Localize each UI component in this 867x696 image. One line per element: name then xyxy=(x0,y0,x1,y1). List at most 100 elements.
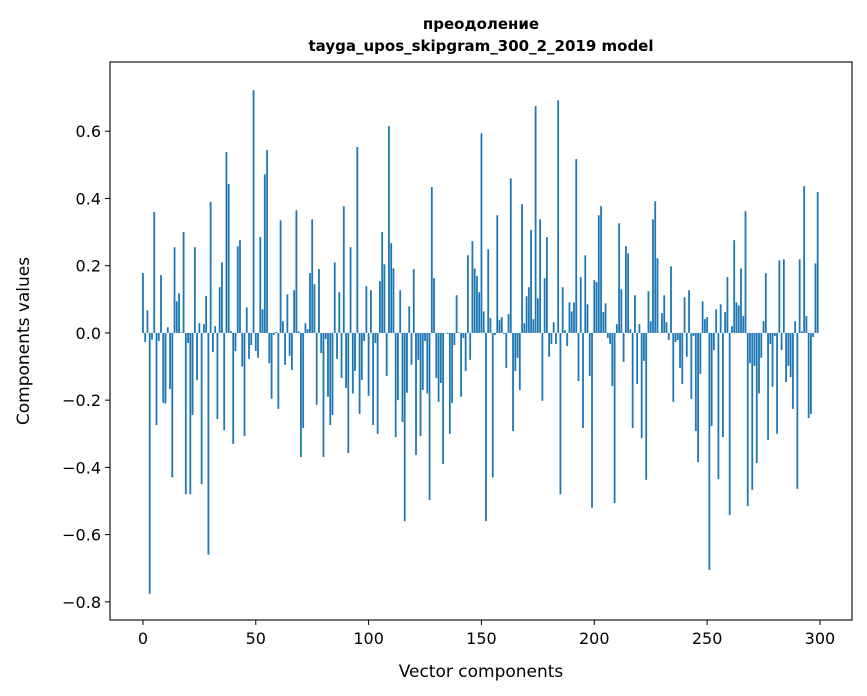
bar-291 xyxy=(798,259,801,333)
bar-218 xyxy=(634,295,636,333)
bar-284 xyxy=(782,259,785,333)
bar-96 xyxy=(358,332,361,414)
bar-129 xyxy=(433,278,435,333)
bar-285 xyxy=(785,332,788,383)
bar-156 xyxy=(494,332,496,335)
bar-266 xyxy=(742,316,745,333)
bar-5 xyxy=(153,211,156,333)
bar-297 xyxy=(812,332,815,337)
bar-104 xyxy=(376,332,379,434)
bar-135 xyxy=(446,332,449,334)
bar-159 xyxy=(500,317,503,333)
bar-39 xyxy=(230,331,232,333)
x-axis-ticks: 0 50 100 150 200 250 300 xyxy=(138,620,835,648)
bar-163 xyxy=(509,178,512,333)
y-tick-label: 0.6 xyxy=(76,122,101,141)
bar-93 xyxy=(351,332,354,394)
bar-198 xyxy=(588,332,591,376)
chart-title: преодоление xyxy=(423,15,539,33)
bar-244 xyxy=(692,332,695,336)
bar-17 xyxy=(180,332,183,333)
bar-252 xyxy=(710,332,713,427)
bar-276 xyxy=(764,273,767,333)
bar-145 xyxy=(469,332,472,360)
bar-100 xyxy=(367,332,370,396)
bar-19 xyxy=(184,332,187,495)
bar-274 xyxy=(760,332,763,358)
bar-298 xyxy=(814,263,817,333)
bar-248 xyxy=(701,301,704,333)
bar-54 xyxy=(263,174,266,333)
bar-14 xyxy=(173,247,176,333)
bar-119 xyxy=(410,332,413,365)
bar-87 xyxy=(338,292,341,333)
bar-125 xyxy=(424,332,426,341)
bar-81 xyxy=(324,332,327,339)
chart-subtitle: tayga_upos_skipgram_300_2_2019 model xyxy=(309,37,654,55)
bar-43 xyxy=(239,240,241,333)
bar-283 xyxy=(780,332,783,351)
bar-151 xyxy=(482,311,485,333)
bar-272 xyxy=(755,332,758,464)
bar-88 xyxy=(340,332,343,378)
bar-225 xyxy=(649,321,652,333)
bar-219 xyxy=(636,332,639,385)
bar-191 xyxy=(573,302,575,333)
bar-60 xyxy=(277,332,280,409)
bar-176 xyxy=(539,219,542,333)
bar-290 xyxy=(796,332,799,489)
bar-142 xyxy=(462,332,465,338)
bar-49 xyxy=(252,90,255,333)
bar-4 xyxy=(151,332,153,340)
bar-138 xyxy=(453,332,456,346)
bar-150 xyxy=(480,133,483,333)
bar-53 xyxy=(261,309,264,333)
bar-31 xyxy=(212,332,214,353)
bar-194 xyxy=(579,277,582,333)
bar-227 xyxy=(654,201,657,333)
bar-1 xyxy=(144,332,147,343)
bar-86 xyxy=(336,332,338,359)
bar-83 xyxy=(329,332,332,426)
bar-122 xyxy=(417,332,420,360)
bar-247 xyxy=(699,332,702,374)
bar-63 xyxy=(284,332,287,365)
bar-91 xyxy=(347,332,350,453)
bar-108 xyxy=(385,332,388,376)
bar-182 xyxy=(552,322,555,333)
bar-196 xyxy=(584,255,587,333)
bar-101 xyxy=(369,290,372,333)
bar-110 xyxy=(390,243,393,333)
bar-7 xyxy=(157,332,160,341)
y-tick-label: 0.4 xyxy=(76,189,101,208)
bar-106 xyxy=(381,232,384,333)
bar-263 xyxy=(735,302,738,333)
bar-22 xyxy=(191,332,194,415)
bar-133 xyxy=(442,332,444,465)
bar-210 xyxy=(615,324,618,333)
bar-25 xyxy=(198,323,201,333)
bar-6 xyxy=(155,332,158,426)
bar-264 xyxy=(737,305,740,333)
bar-128 xyxy=(430,187,433,333)
bar-12 xyxy=(169,332,171,390)
bar-146 xyxy=(471,241,474,333)
y-axis-ticks: −0.8 −0.6 −0.4 −0.2 0.0 0.2 0.4 0.6 xyxy=(62,122,110,612)
bar-42 xyxy=(236,246,239,333)
bar-68 xyxy=(295,210,298,333)
bar-239 xyxy=(681,332,684,385)
bar-179 xyxy=(545,237,548,333)
bar-79 xyxy=(320,332,323,354)
bar-240 xyxy=(683,297,686,333)
bar-187 xyxy=(564,330,566,333)
bar-234 xyxy=(670,266,672,333)
bar-40 xyxy=(232,332,235,444)
bar-13 xyxy=(171,332,174,478)
bar-32 xyxy=(214,326,217,333)
x-tick-label: 200 xyxy=(579,629,610,648)
bar-82 xyxy=(327,332,329,397)
bar-157 xyxy=(496,215,499,333)
bar-288 xyxy=(791,332,794,409)
bar-250 xyxy=(706,317,709,333)
bar-293 xyxy=(803,186,806,333)
